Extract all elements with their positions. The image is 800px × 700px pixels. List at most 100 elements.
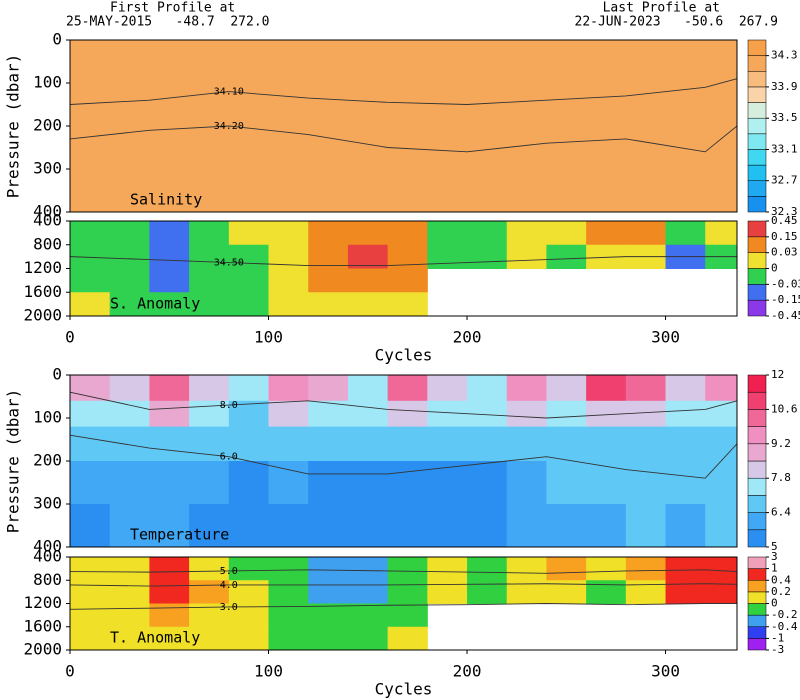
colorbar-label: 0.4 (771, 573, 791, 586)
x-tick-label: 100 (254, 662, 283, 681)
cell (347, 504, 389, 548)
x-axis-label: Cycles (375, 346, 433, 365)
cell (70, 426, 111, 462)
cell (149, 461, 190, 505)
colorbar-block (747, 443, 767, 462)
contour-line (69, 583, 738, 587)
x-tick-label: 0 (65, 662, 75, 681)
cell (467, 375, 508, 402)
cell (149, 504, 190, 548)
cell (387, 580, 428, 604)
cell (546, 426, 587, 462)
cell (70, 603, 111, 628)
cell (506, 426, 547, 462)
cell (586, 426, 627, 462)
cell (268, 603, 309, 628)
cell (189, 557, 230, 581)
contour-label: 34.10 (214, 87, 244, 98)
contour-line (69, 391, 738, 419)
colorbar-block (747, 71, 767, 88)
y-axis-label: Pressure (dbar) (4, 389, 23, 534)
colorbar-label: -0.2 (771, 608, 798, 621)
colorbar-block (747, 268, 767, 285)
cell (149, 426, 190, 462)
cell (387, 461, 428, 505)
cell (705, 221, 738, 246)
cell (189, 375, 230, 402)
cell (427, 244, 468, 269)
cell (70, 580, 111, 604)
cell (70, 292, 111, 317)
cell (347, 426, 389, 462)
panel-label: Salinity (130, 191, 202, 209)
cell (70, 626, 111, 651)
contour-line (69, 256, 737, 266)
cell (268, 426, 309, 462)
contour-line (69, 569, 738, 574)
cell (228, 461, 270, 505)
cell (467, 580, 508, 604)
cell (347, 375, 389, 402)
cell (625, 375, 667, 402)
colorbar-label: 0.15 (771, 230, 798, 243)
colorbar-block (747, 626, 767, 639)
cell (665, 426, 706, 462)
cell (149, 268, 190, 293)
cell (467, 504, 508, 548)
cell (70, 268, 111, 293)
cell (109, 626, 150, 651)
colorbar-label: 34.3 (771, 49, 798, 62)
cell (268, 461, 309, 505)
x-tick-label: 200 (453, 662, 482, 681)
cell (189, 504, 230, 548)
cell (546, 400, 587, 428)
cell (586, 580, 627, 604)
cell (625, 400, 667, 428)
cell (705, 426, 738, 462)
cell (189, 292, 230, 317)
x-axis-label: Cycles (375, 680, 433, 699)
colorbar-block (747, 391, 767, 410)
cell (506, 221, 547, 246)
cell (546, 221, 587, 246)
cell (228, 375, 270, 402)
cell (586, 461, 627, 505)
cell (308, 504, 349, 548)
colorbar-label: 0.2 (771, 585, 791, 598)
cell (347, 292, 389, 317)
y-tick-label: 1600 (23, 616, 62, 635)
y-tick-label: 400 (33, 547, 62, 566)
cell (70, 221, 111, 246)
cell (109, 426, 150, 462)
colorbar-label: 32.7 (771, 174, 798, 187)
cell (387, 292, 428, 317)
cell (268, 504, 309, 548)
colorbar-label: 5 (771, 540, 778, 553)
cell (546, 244, 587, 269)
cell (427, 557, 468, 581)
cell (109, 244, 150, 269)
contour-line (69, 434, 738, 479)
cell (665, 557, 706, 581)
cell (268, 221, 309, 246)
colorbar-block (747, 477, 767, 496)
colorbar-label: 1 (771, 562, 778, 575)
y-tick-label: 1200 (23, 593, 62, 612)
contour-label: 6.0 (220, 452, 238, 463)
cell (149, 221, 190, 246)
colorbar-label: 0.45 (771, 214, 798, 227)
cell (189, 603, 230, 628)
cell (228, 221, 270, 246)
cell (387, 626, 428, 651)
cell (625, 461, 667, 505)
cell (705, 375, 738, 402)
cell (109, 221, 150, 246)
cell (586, 221, 627, 246)
cell (506, 244, 547, 269)
cell (347, 221, 389, 246)
colorbar-block (747, 39, 767, 56)
cell (149, 292, 190, 317)
cell (427, 375, 468, 402)
cell (228, 504, 270, 548)
cell (70, 40, 738, 105)
